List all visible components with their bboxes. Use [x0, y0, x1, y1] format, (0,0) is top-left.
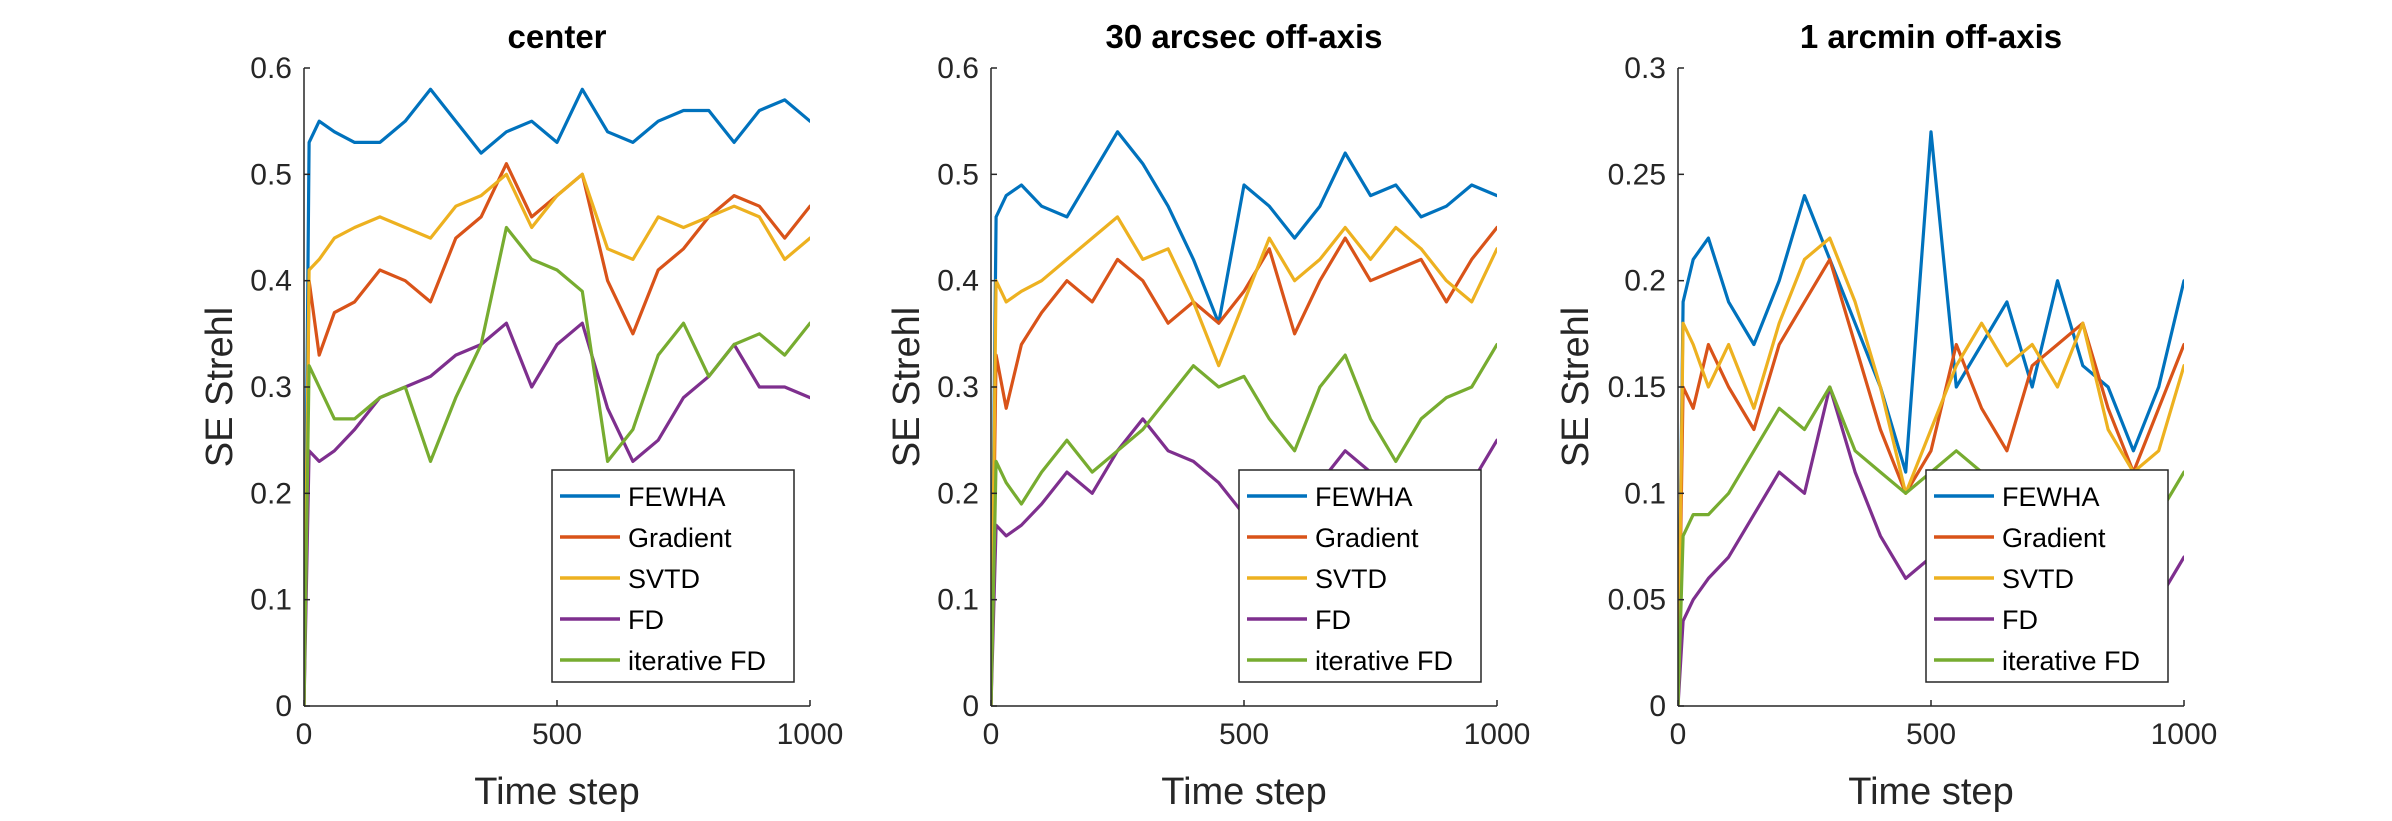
chart-title: center	[507, 18, 606, 55]
chart-panel-2: 0 0.1 0.2 0.3 0.4 0.5 0.6 0 500 1000 30 arcsec off…	[886, 18, 1530, 813]
series-line-fewha	[1678, 130, 2184, 706]
x-tick-label: 0	[1670, 718, 1687, 751]
legend-item-svtd: SVTD	[1247, 564, 1387, 594]
y-tick-label: 0.6	[250, 52, 292, 85]
legend-label: Gradient	[1315, 523, 1419, 553]
series-line-iterative-fd	[991, 342, 1497, 706]
legend-label: iterative FD	[2002, 646, 2140, 676]
legend-label: Gradient	[2002, 523, 2106, 553]
y-tick-label: 0.1	[250, 584, 292, 617]
y-tick-label: 0.3	[250, 371, 292, 404]
legend: FEWHA Gradient SVTD FD iterative FD	[1925, 469, 2169, 683]
legend-item-fd: FD	[1934, 605, 2038, 635]
legend-item-gradient: Gradient	[1247, 523, 1419, 553]
series-line-gradient	[991, 225, 1497, 706]
legend-label: FD	[2002, 605, 2038, 635]
y-tick-label: 0.2	[937, 477, 979, 510]
legend-label: SVTD	[2002, 564, 2074, 594]
y-axis-label: SE Strehl	[1555, 307, 1597, 468]
y-tick-label: 0.5	[250, 158, 292, 191]
series-lines	[304, 87, 810, 706]
legend: FEWHA Gradient SVTD FD iterative FD	[551, 469, 795, 683]
x-axis-label: Time step	[474, 771, 639, 813]
y-tick-label: 0.5	[937, 158, 979, 191]
y-axis-label: SE Strehl	[886, 307, 928, 468]
x-axis-label: Time step	[1848, 771, 2013, 813]
legend-label: FD	[1315, 605, 1351, 635]
x-tick-label: 0	[983, 718, 1000, 751]
legend-box	[1925, 469, 2169, 683]
legend-label: iterative FD	[1315, 646, 1453, 676]
legend-label: SVTD	[628, 564, 700, 594]
y-tick-label: 0	[962, 690, 979, 723]
x-tick-label: 1000	[777, 718, 844, 751]
y-tick-label: 0.1	[937, 584, 979, 617]
chart-title: 30 arcsec off-axis	[1105, 18, 1382, 55]
y-tick-label: 0.1	[1624, 477, 1666, 510]
chart-panel-1: 0 0.1 0.2 0.3 0.4 0.5 0.6 0 500 1000 center Time st…	[199, 18, 843, 813]
legend-item-iterative-fd: iterative FD	[1247, 646, 1453, 676]
y-tick-label: 0.25	[1608, 158, 1666, 191]
legend-label: FD	[628, 605, 664, 635]
x-tick-label: 1000	[2151, 718, 2218, 751]
x-tick-label: 500	[1906, 718, 1956, 751]
series-line-gradient	[304, 162, 810, 706]
y-tick-label: 0.3	[1624, 52, 1666, 85]
legend-item-fewha: FEWHA	[1247, 482, 1413, 512]
legend-item-gradient: Gradient	[1934, 523, 2106, 553]
x-tick-label: 500	[1219, 718, 1269, 751]
y-tick-label: 0	[275, 690, 292, 723]
y-tick-label: 0.2	[250, 477, 292, 510]
legend-item-svtd: SVTD	[560, 564, 700, 594]
legend-box	[551, 469, 795, 683]
y-tick-label: 0.3	[937, 371, 979, 404]
legend-item-fewha: FEWHA	[1934, 482, 2100, 512]
series-line-svtd	[991, 215, 1497, 706]
x-axis-label: Time step	[1161, 771, 1326, 813]
legend-label: Gradient	[628, 523, 732, 553]
chart-panel-3: 0 0.05 0.1 0.15 0.2 0.25 0.3 0 500 1000 1 arcmin o…	[1555, 18, 2217, 813]
legend-box	[1238, 469, 1482, 683]
legend-item-fewha: FEWHA	[560, 482, 726, 512]
legend-label: SVTD	[1315, 564, 1387, 594]
legend-label: FEWHA	[628, 482, 726, 512]
series-line-iterative-fd	[304, 225, 810, 706]
y-tick-label: 0.05	[1608, 584, 1666, 617]
legend-item-iterative-fd: iterative FD	[1934, 646, 2140, 676]
legend-label: FEWHA	[1315, 482, 1413, 512]
legend-item-iterative-fd: iterative FD	[560, 646, 766, 676]
legend-item-svtd: SVTD	[1934, 564, 2074, 594]
legend-label: FEWHA	[2002, 482, 2100, 512]
legend: FEWHA Gradient SVTD FD iterative FD	[1238, 469, 1482, 683]
series-line-svtd	[304, 172, 810, 706]
series-line-fewha	[304, 87, 810, 706]
y-tick-label: 0.15	[1608, 371, 1666, 404]
x-tick-label: 500	[532, 718, 582, 751]
y-tick-label: 0	[1649, 690, 1666, 723]
x-tick-label: 0	[296, 718, 313, 751]
y-tick-label: 0.4	[937, 265, 979, 298]
y-axis-label: SE Strehl	[199, 307, 241, 468]
legend-item-gradient: Gradient	[560, 523, 732, 553]
y-tick-label: 0.2	[1624, 265, 1666, 298]
x-tick-label: 1000	[1464, 718, 1531, 751]
chart-title: 1 arcmin off-axis	[1800, 18, 2062, 55]
legend-label: iterative FD	[628, 646, 766, 676]
y-tick-label: 0.4	[250, 265, 292, 298]
y-tick-label: 0.6	[937, 52, 979, 85]
legend-item-fd: FD	[1247, 605, 1351, 635]
legend-item-fd: FD	[560, 605, 664, 635]
